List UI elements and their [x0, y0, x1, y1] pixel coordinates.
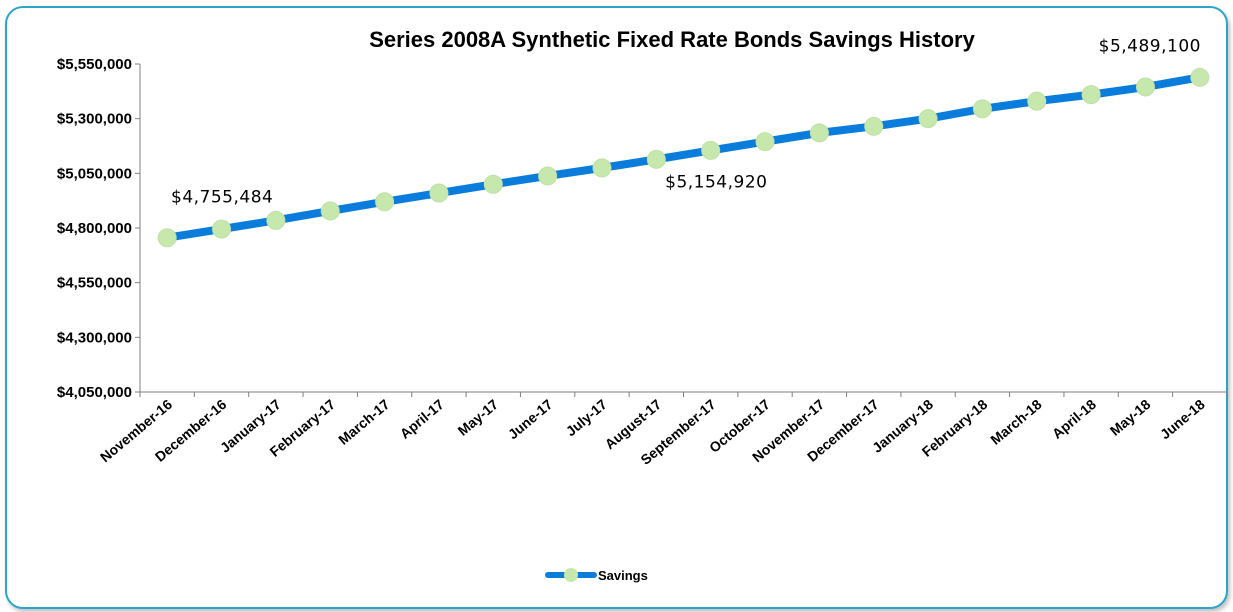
series-point — [1135, 77, 1155, 97]
series-point — [538, 166, 558, 186]
series-point — [972, 99, 992, 119]
series-point — [483, 174, 503, 194]
series-point — [701, 140, 721, 160]
series-point — [429, 183, 449, 203]
data-label: $5,154,920 — [665, 172, 767, 192]
series-point — [320, 201, 340, 221]
series-point — [646, 149, 666, 169]
y-tick-label: $5,050,000 — [57, 165, 132, 182]
x-tick-label: June-18 — [1157, 396, 1208, 442]
series-point — [918, 109, 938, 129]
x-tick-label: March-18 — [987, 396, 1045, 448]
x-tick-label: May-18 — [1107, 396, 1154, 439]
series-point — [157, 228, 177, 248]
data-label: $5,489,100 — [1099, 36, 1201, 56]
y-tick-label: $5,550,000 — [57, 56, 132, 73]
y-tick-label: $4,050,000 — [57, 384, 132, 401]
y-tick-label: $5,300,000 — [57, 111, 132, 128]
x-tick-label: April-17 — [397, 396, 447, 442]
series-point — [864, 116, 884, 136]
legend-marker — [564, 568, 578, 582]
y-tick-label: $4,550,000 — [57, 275, 132, 292]
series-point — [1081, 85, 1101, 105]
series-point — [375, 192, 395, 212]
series-point — [592, 158, 612, 178]
x-tick-label: May-17 — [455, 396, 502, 439]
legend-label: Savings — [598, 568, 648, 583]
chart-title: Series 2008A Synthetic Fixed Rate Bonds … — [369, 27, 975, 52]
series-point — [809, 123, 829, 143]
y-tick-label: $4,800,000 — [57, 220, 132, 237]
y-tick-label: $4,300,000 — [57, 329, 132, 346]
series-point — [1190, 67, 1210, 87]
series-savings — [157, 67, 1210, 248]
series-point — [212, 219, 232, 239]
x-tick-label: April-18 — [1049, 396, 1099, 442]
data-labels: $4,755,484 $5,154,920 $5,489,100 — [171, 36, 1201, 208]
series-point — [1027, 91, 1047, 111]
axes: $4,050,000 $4,300,000 $4,550,000 $4,800,000… — [57, 56, 1228, 468]
x-tick-label: June-17 — [505, 396, 556, 442]
series-point — [755, 132, 775, 152]
data-label: $4,755,484 — [171, 188, 273, 208]
x-tick-label: March-17 — [335, 396, 393, 448]
series-point — [266, 210, 286, 230]
legend: Savings — [545, 568, 648, 583]
x-tick-label: July-17 — [563, 396, 610, 439]
